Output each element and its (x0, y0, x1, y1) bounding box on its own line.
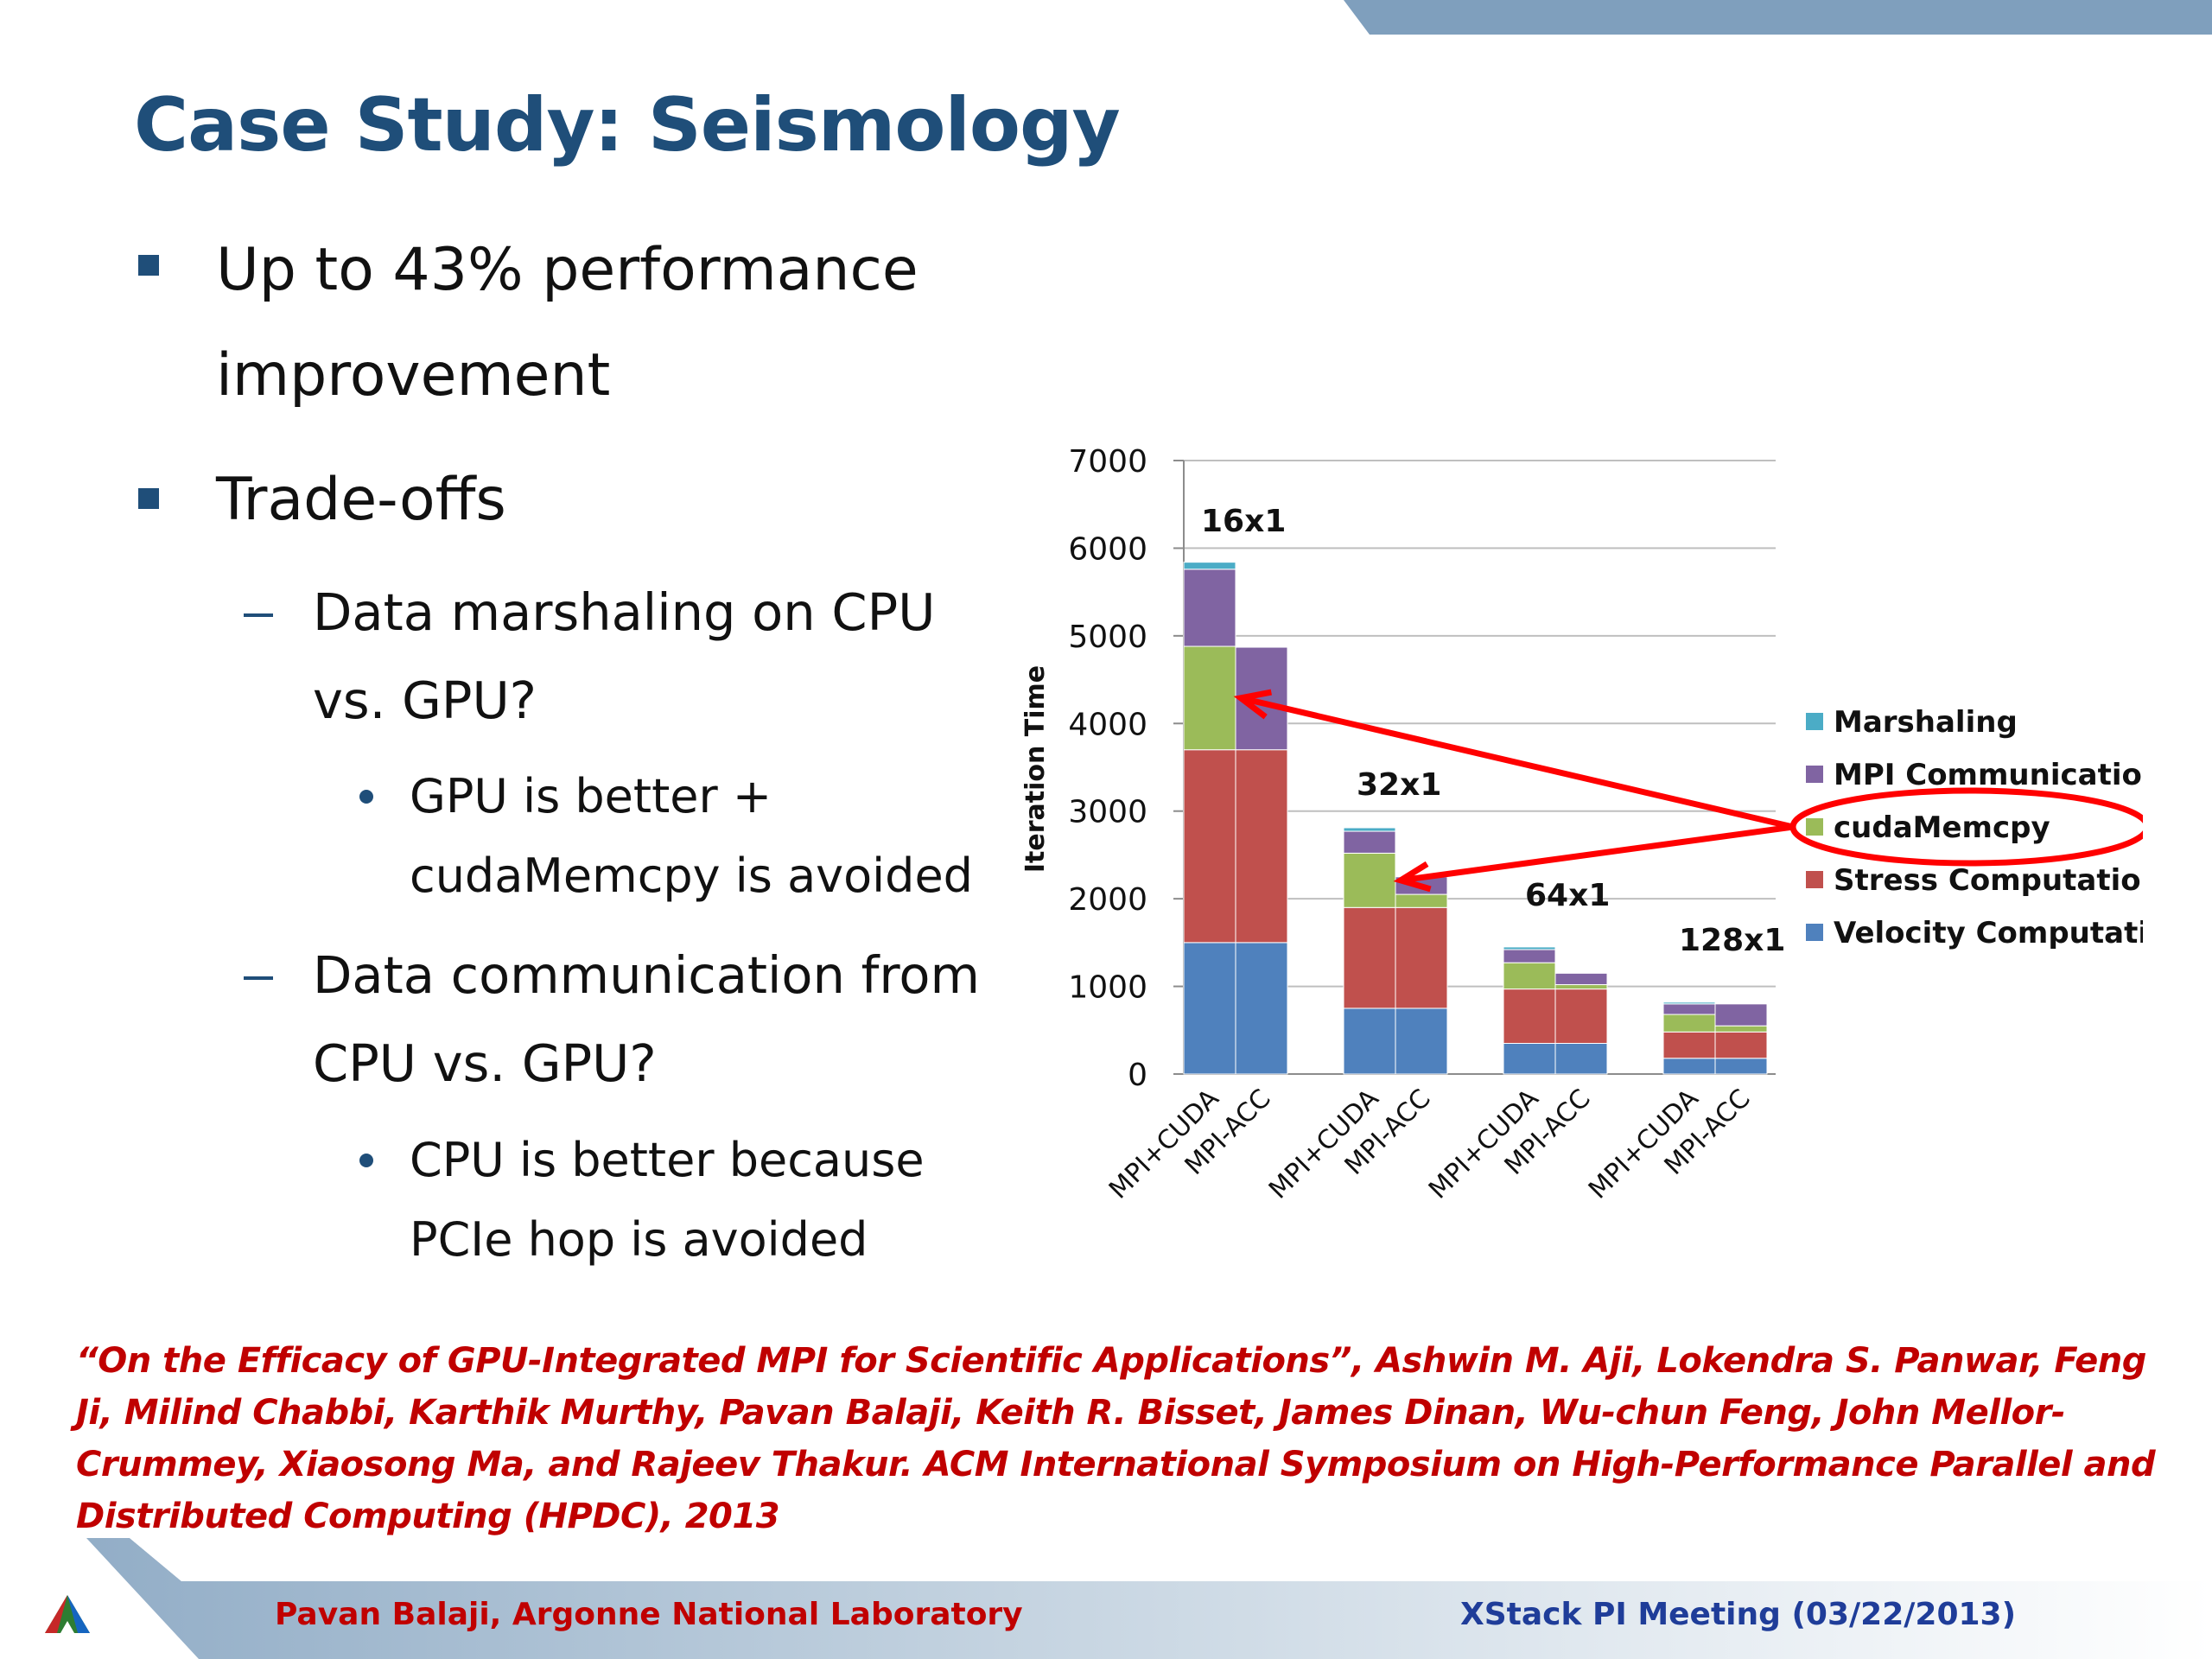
bullet-line: improvement (216, 341, 611, 410)
bar-segment (1183, 569, 1236, 647)
footer-swoosh (45, 1538, 2212, 1659)
bar-segment (1395, 906, 1448, 1009)
bullet-line: Up to 43% performance (216, 236, 918, 304)
bar-segment (1503, 1043, 1556, 1075)
bar-segment (1183, 562, 1236, 570)
bullet-dash-icon (244, 613, 273, 617)
slide-title: Case Study: Seismology (134, 82, 1121, 168)
group-label: 16x1 (1201, 504, 1286, 539)
bullet-line: GPU is better + (410, 769, 772, 823)
legend-swatch (1806, 871, 1823, 888)
bar-segment (1714, 1031, 1768, 1059)
footer-presenter: Pavan Balaji, Argonne National Laborator… (275, 1597, 1023, 1632)
bar-segment (1503, 988, 1556, 1044)
group-label: 64x1 (1525, 878, 1610, 913)
bullet-line: Data marshaling on CPU (313, 582, 936, 642)
bullet-line: Trade-offs (216, 466, 506, 534)
bar-segment (1183, 749, 1236, 944)
bar-segment (1662, 1031, 1716, 1059)
y-tick-label: 0 (1128, 1058, 1147, 1093)
bar-segment (1714, 1003, 1768, 1027)
bullet-line: PCIe hop is avoided (410, 1212, 868, 1267)
bar-segment (1343, 906, 1396, 1009)
bar-segment (1554, 972, 1608, 986)
bullet-line: cudaMemcpy is avoided (410, 849, 973, 903)
bar-segment (1343, 830, 1396, 854)
bullet-line: Data communication from (313, 945, 980, 1005)
annotation-arrow (1400, 823, 1794, 884)
bar-segment (1343, 827, 1396, 832)
bullet-line: CPU is better because (410, 1133, 925, 1187)
bar-segment (1662, 1058, 1716, 1075)
citation-text: “On the Efficacy of GPU-Integrated MPI f… (76, 1341, 2156, 1536)
legend-label: cudaMemcpy (1834, 810, 2050, 845)
bullet-square-icon (138, 255, 159, 276)
y-tick-label: 3000 (1068, 795, 1147, 830)
bullet-dot-icon (359, 790, 373, 804)
bar-segment (1554, 1043, 1608, 1075)
bullet-dot-icon (359, 1154, 373, 1167)
group-label: 32x1 (1357, 767, 1441, 803)
bar-segment (1554, 984, 1608, 990)
footer-meeting: XStack PI Meeting (03/22/2013) (1460, 1597, 2017, 1632)
legend-label: Marshaling (1834, 705, 2018, 740)
bar-segment (1662, 1014, 1716, 1033)
top-decorative-band (1344, 0, 2212, 35)
argonne-logo-icon (45, 1595, 90, 1633)
legend-swatch (1806, 924, 1823, 941)
y-axis-label: Iteration Time (1020, 665, 1051, 873)
bullet-line: CPU vs. GPU? (313, 1033, 657, 1093)
bar-segment (1235, 749, 1288, 944)
legend-swatch (1806, 766, 1823, 783)
legend-label: Stress Computation (1834, 863, 2143, 898)
bar-segment (1503, 962, 1556, 990)
bar-segment (1503, 946, 1556, 950)
bar-segment (1554, 988, 1608, 1044)
bullet-dash-icon (244, 976, 273, 980)
bar-segment (1714, 1058, 1768, 1075)
group-label: 128x1 (1679, 923, 1785, 958)
bullet-line: vs. GPU? (313, 671, 537, 730)
y-tick-label: 6000 (1068, 531, 1147, 567)
bullet-square-icon (138, 488, 159, 509)
legend-swatch (1806, 818, 1823, 836)
y-tick-label: 5000 (1068, 620, 1147, 655)
bar-segment (1395, 1007, 1448, 1075)
bar-segment (1235, 942, 1288, 1075)
bar-segment (1183, 942, 1236, 1075)
bar-segment (1343, 1007, 1396, 1075)
y-tick-label: 1000 (1068, 970, 1147, 1006)
legend-swatch (1806, 713, 1823, 730)
bar-segment (1395, 893, 1448, 908)
y-tick-label: 7000 (1068, 444, 1147, 480)
bar-segment (1662, 1001, 1716, 1005)
bar-segment (1662, 1003, 1716, 1015)
y-tick-label: 2000 (1068, 882, 1147, 918)
bar-segment (1343, 852, 1396, 908)
stacked-bar-chart: 0 1000 2000 3000 4000 5000 6000 7000 Iteration T… (1020, 444, 2143, 1205)
legend-label: Velocity Computation (1834, 916, 2143, 950)
annotation-arrowhead (1393, 861, 1432, 893)
annotation-arrow (1240, 695, 1794, 830)
legend-label: MPI Communication (1834, 758, 2143, 792)
y-tick-label: 4000 (1068, 707, 1147, 742)
bar-segment (1183, 645, 1236, 751)
bar-segment (1503, 949, 1556, 963)
bar-segment (1714, 1025, 1768, 1033)
annotation-arrowhead (1233, 689, 1273, 720)
